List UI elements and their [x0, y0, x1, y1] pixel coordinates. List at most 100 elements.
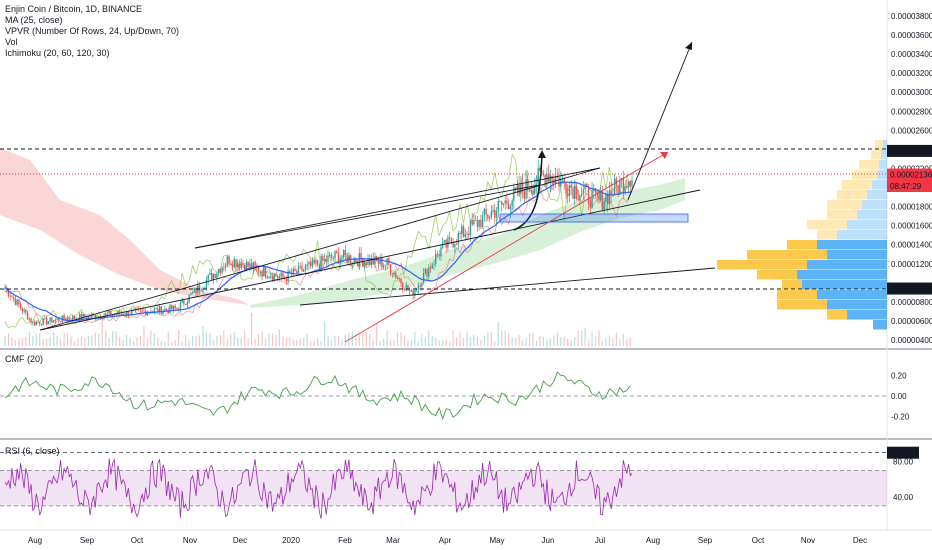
candle-body: [329, 254, 331, 257]
legend-symbol[interactable]: Enjin Coin / Bitcoin, 1D, BINANCE: [5, 4, 143, 14]
volume-bar: [417, 341, 419, 346]
trend-drawings[interactable]: [0, 41, 887, 343]
trendline-lower-support[interactable]: [39, 189, 701, 331]
volume-bar: [32, 335, 34, 346]
rsi-pane[interactable]: [0, 452, 887, 519]
volume-bar: [4, 336, 6, 346]
main-price-pane[interactable]: [0, 41, 887, 346]
candle-body: [457, 232, 460, 245]
volume-bar: [591, 332, 593, 346]
arrowhead-red[interactable]: [660, 152, 668, 159]
candle-body: [184, 304, 187, 305]
volume-bar: [369, 333, 371, 346]
vpvr-down-row: [757, 270, 797, 280]
candle-body: [351, 262, 354, 264]
candle-body: [490, 211, 493, 218]
trendline-long-support[interactable]: [299, 267, 716, 306]
candle-body: [89, 315, 91, 318]
volume-bar: [341, 340, 343, 346]
volume-bar: [528, 333, 531, 346]
candle-body: [311, 259, 314, 267]
candle-body: [469, 220, 472, 236]
volume-bar: [219, 335, 221, 346]
legend-ma[interactable]: MA (25, close): [5, 15, 63, 25]
legend-vol[interactable]: Vol: [5, 37, 18, 47]
candle-body: [601, 191, 604, 210]
support-zone-rect[interactable]: [499, 213, 689, 223]
candle-body: [502, 203, 505, 205]
arrowhead-curve[interactable]: [538, 150, 546, 158]
cmf-label[interactable]: CMF (20): [5, 354, 43, 364]
volume-bar: [466, 332, 468, 346]
candle-body: [589, 203, 592, 208]
price-axis[interactable]: 0.00003800 0.00003600 0.00003400 0.00003200…: [891, 12, 932, 502]
candle-body: [481, 214, 484, 228]
candle-body: [136, 308, 138, 310]
trendline-lower-channel[interactable]: [39, 167, 601, 331]
arrowhead-black[interactable]: [685, 42, 692, 50]
volume-bar: [73, 341, 76, 346]
candle-body: [539, 167, 541, 171]
volume-bar: [372, 340, 374, 346]
candle-body: [363, 261, 366, 267]
candle-body: [235, 259, 237, 268]
candle-body: [68, 318, 70, 320]
time-axis[interactable]: Aug Sep Oct Nov Dec 2020 Feb Mar Apr May Jun Jul Aug…: [28, 536, 867, 545]
volume-bar: [518, 335, 520, 346]
volume-bar: [185, 335, 187, 346]
candle-body: [249, 263, 251, 267]
volume-bar: [49, 336, 51, 346]
candle-body: [518, 184, 520, 195]
volume-bar: [285, 337, 287, 346]
candle-body: [455, 244, 458, 245]
candle-body: [608, 190, 611, 205]
candle-body: [200, 290, 202, 292]
candle-body: [72, 315, 74, 321]
candle-body: [209, 273, 211, 275]
volume-bar: [629, 337, 631, 346]
candle-body: [334, 251, 336, 259]
trendline-upper-channel-a[interactable]: [194, 167, 601, 249]
rsi-label[interactable]: RSI (6, close): [5, 446, 60, 456]
candle-body: [240, 263, 242, 269]
candle-body: [56, 318, 58, 320]
legend-vpvr[interactable]: VPVR (Number Of Rows, 24, Up/Down, 70): [5, 26, 180, 36]
candle-body: [624, 186, 626, 193]
volume-bar: [59, 339, 62, 346]
volume-bar: [271, 333, 274, 346]
cmf-pane[interactable]: [0, 371, 887, 421]
volume-bar: [202, 326, 204, 346]
candle-body: [85, 317, 88, 319]
candle-body: [101, 318, 103, 320]
volume-bar: [181, 341, 183, 346]
volume-bar: [306, 333, 308, 346]
candle-body: [379, 258, 381, 264]
candle-body: [450, 238, 453, 244]
volume-bar: [327, 335, 329, 346]
candle-body: [563, 178, 565, 183]
vpvr-down-row: [871, 150, 881, 160]
candle-body: [610, 190, 612, 195]
trendline-red-arrow[interactable]: [344, 151, 669, 343]
vpvr-up-row: [857, 210, 887, 220]
volume-bar: [139, 335, 142, 346]
candle-body: [523, 191, 526, 199]
candle-body: [198, 285, 201, 291]
volume-bar: [542, 336, 545, 346]
candle-body: [494, 210, 496, 218]
time-tick-label: May: [489, 536, 504, 545]
candle-body: [332, 258, 334, 260]
trendline-upper-channel[interactable]: [194, 184, 541, 249]
candle-body: [261, 271, 263, 277]
projection-arrow[interactable]: [627, 41, 693, 201]
volume-bar: [546, 339, 548, 346]
time-tick-label: Apr: [439, 536, 452, 545]
candle-body: [304, 266, 307, 270]
candle-body: [82, 314, 84, 320]
candle-body: [398, 278, 400, 279]
candle-body: [275, 273, 277, 277]
legend-ichimoku[interactable]: Ichimoku (20, 60, 120, 30): [5, 48, 110, 58]
curve-arrow[interactable]: [513, 155, 543, 231]
candle-body: [21, 308, 24, 312]
